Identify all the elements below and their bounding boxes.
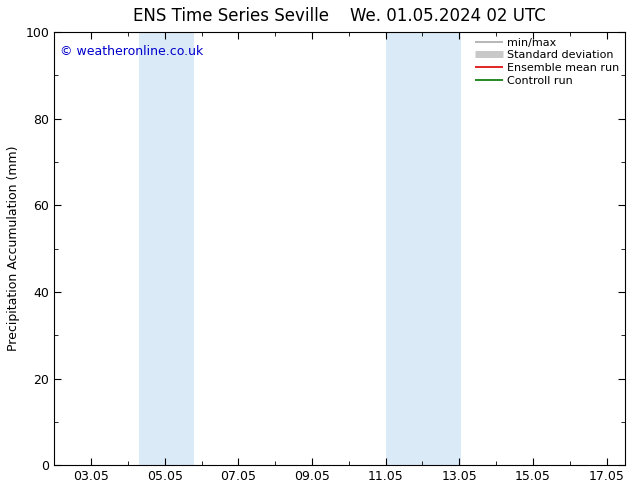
- Bar: [139, 32, 194, 465]
- Bar: [385, 32, 461, 465]
- Y-axis label: Precipitation Accumulation (mm): Precipitation Accumulation (mm): [7, 146, 20, 351]
- Text: © weatheronline.co.uk: © weatheronline.co.uk: [60, 45, 203, 58]
- Legend: min/max, Standard deviation, Ensemble mean run, Controll run: min/max, Standard deviation, Ensemble me…: [473, 35, 621, 88]
- Title: ENS Time Series Seville    We. 01.05.2024 02 UTC: ENS Time Series Seville We. 01.05.2024 0…: [133, 7, 546, 25]
